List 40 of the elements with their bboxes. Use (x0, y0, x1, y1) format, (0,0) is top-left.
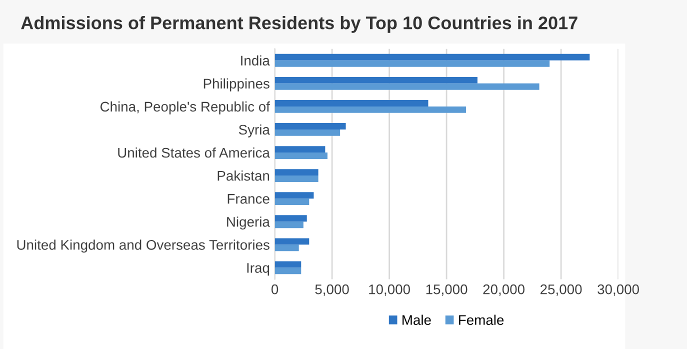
bar (274, 215, 307, 222)
y-tick-label: Nigeria (227, 216, 270, 230)
y-tick-label: United Kingdom and Overseas Territories (17, 240, 270, 253)
bar (274, 100, 428, 106)
y-tick-label: Syria (238, 124, 270, 138)
bar (274, 238, 310, 245)
x-tick-label: 15,000 (426, 284, 468, 296)
bar (274, 54, 590, 60)
x-tick-label: 5,000 (315, 284, 349, 296)
bar (274, 152, 328, 159)
legend-label: Male (402, 314, 431, 325)
x-tick-label: 20,000 (483, 284, 524, 296)
bar (274, 106, 466, 113)
chart-title: Admissions of Permanent Residents by Top 10 Countries in 2017 (21, 16, 578, 33)
y-tick-label: Philippines (204, 78, 270, 92)
bar (274, 176, 318, 182)
bar (274, 60, 550, 67)
y-tick-label: France (228, 194, 270, 204)
bar (274, 261, 302, 268)
bar (274, 169, 318, 176)
bar (274, 244, 299, 252)
y-tick-label: Iraq (247, 263, 270, 276)
x-tick-label: 10,000 (369, 284, 410, 296)
x-tick-label: 25,000 (540, 284, 582, 296)
y-tick-label: Pakistan (218, 170, 270, 181)
y-tick-label: China, People's Republic of (100, 101, 270, 114)
bar (274, 76, 478, 84)
bar (274, 268, 302, 274)
bar (274, 222, 304, 228)
bar (274, 146, 326, 153)
bar (274, 192, 314, 199)
x-tick-label: 0 (271, 284, 278, 294)
bar (274, 129, 340, 136)
bar (274, 198, 310, 206)
y-tick-label: United States of America (118, 147, 270, 158)
bar (274, 123, 346, 130)
x-tick-label: 30,000 (598, 284, 639, 296)
legend-label: Female (459, 314, 504, 325)
bar (274, 83, 540, 90)
y-tick-label: India (241, 55, 270, 66)
